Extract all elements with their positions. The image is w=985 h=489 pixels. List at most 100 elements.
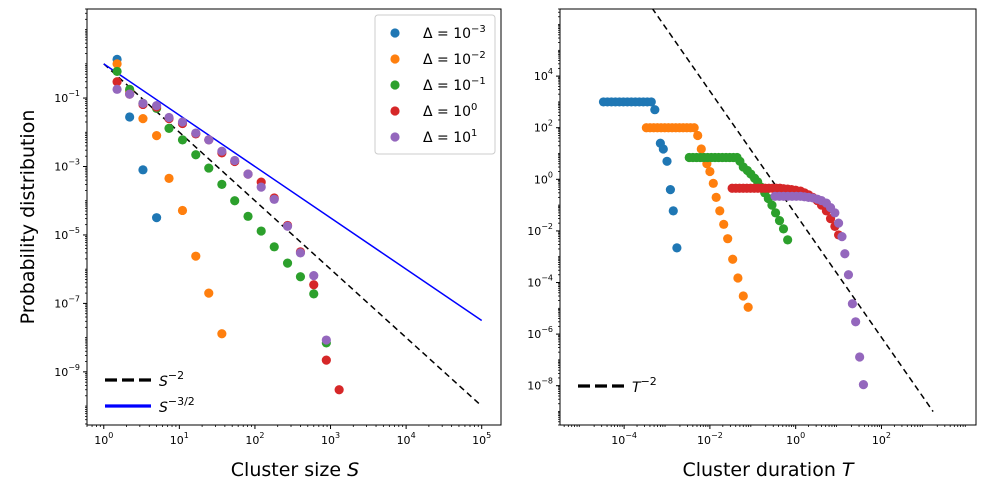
point-series-2 bbox=[191, 150, 201, 160]
point-series-1 bbox=[738, 291, 748, 301]
point-series-2 bbox=[783, 235, 793, 245]
ylabel-size: Probability distribution bbox=[17, 110, 39, 325]
y-tick-label: 10−4 bbox=[527, 274, 553, 290]
point-series-0 bbox=[646, 97, 656, 107]
point-series-1 bbox=[138, 114, 148, 124]
point-series-1 bbox=[177, 205, 188, 216]
point-series-3 bbox=[112, 77, 122, 87]
point-series-4 bbox=[855, 352, 865, 362]
tick-group-duration: 10−4 10−2 100 102 104 102 100 10−2 10−4 10−6 10−8 bbox=[527, 8, 966, 447]
point-series-0 bbox=[668, 206, 678, 216]
legend-marker bbox=[390, 132, 400, 142]
point-series-4 bbox=[843, 270, 854, 280]
point-series-4 bbox=[256, 182, 266, 192]
legend-entries: Δ = 10−3 Δ = 10−2 Δ = 10−1 Δ = 100 Δ = 101 bbox=[390, 24, 486, 146]
legend-marker bbox=[390, 54, 400, 64]
legend-marker bbox=[390, 80, 400, 90]
point-series-2 bbox=[770, 208, 781, 218]
point-series-2 bbox=[204, 163, 214, 173]
point-series-4 bbox=[309, 270, 319, 281]
point-series-1 bbox=[733, 273, 743, 283]
y-tick-label: 10−2 bbox=[527, 222, 553, 238]
point-series-4 bbox=[269, 194, 279, 204]
point-series-4 bbox=[191, 128, 201, 138]
y-tick-label: 100 bbox=[534, 170, 553, 186]
point-series-4 bbox=[152, 101, 162, 111]
point-series-4 bbox=[840, 249, 850, 259]
x-tick-label: 100 bbox=[786, 431, 805, 447]
y-tick-label: 10−5 bbox=[54, 226, 80, 242]
point-series-0 bbox=[650, 105, 660, 115]
y-tick-label: 10−7 bbox=[54, 294, 80, 310]
point-series-1 bbox=[152, 130, 162, 141]
point-series-2 bbox=[112, 66, 122, 77]
point-series-4 bbox=[125, 89, 135, 99]
legend-box bbox=[374, 14, 496, 155]
reference-line-1 bbox=[103, 63, 483, 322]
reference-legend-size: S−2 S−3/2 bbox=[105, 369, 195, 416]
point-series-4 bbox=[164, 112, 174, 123]
point-series-4 bbox=[177, 117, 188, 127]
legend-marker bbox=[390, 106, 400, 116]
xlabel-duration: Cluster duration T bbox=[682, 459, 854, 481]
point-series-2 bbox=[217, 179, 227, 190]
xlabel-size: Cluster size S bbox=[231, 459, 359, 481]
y-tick-label: 10−1 bbox=[54, 89, 80, 105]
reference-legend-duration: T−2 bbox=[578, 375, 657, 396]
point-series-0 bbox=[662, 156, 672, 166]
point-series-1 bbox=[164, 173, 174, 183]
x-tick-label: 104 bbox=[397, 431, 416, 447]
point-series-4 bbox=[847, 299, 857, 309]
point-series-0 bbox=[125, 112, 135, 122]
x-tick-label: 10−2 bbox=[697, 431, 723, 447]
y-tick-label: 10−9 bbox=[54, 363, 80, 379]
point-series-4 bbox=[830, 208, 840, 218]
point-series-1 bbox=[191, 251, 201, 261]
point-series-1 bbox=[204, 288, 214, 298]
point-series-4 bbox=[217, 146, 227, 156]
panel-size: 100 101 102 103 104 105 10−1 10−3 10−5 10−7 10−9 C… bbox=[17, 8, 502, 481]
axes-frame-size bbox=[86, 8, 502, 426]
point-series-2 bbox=[767, 200, 777, 210]
x-tick-label: 100 bbox=[94, 431, 113, 447]
reference-legend-label: T−2 bbox=[632, 375, 657, 396]
x-tick-label: 102 bbox=[245, 431, 264, 447]
legend-label: Δ = 10−1 bbox=[423, 76, 486, 94]
point-series-1 bbox=[723, 234, 733, 244]
reference-line-0 bbox=[651, 9, 934, 412]
point-series-4 bbox=[138, 98, 148, 108]
tick-group-size: 100 101 102 103 104 105 10−1 10−3 10−5 10−7 10−9 bbox=[54, 8, 491, 447]
point-series-1 bbox=[689, 123, 699, 133]
x-tick-label: 105 bbox=[472, 431, 491, 447]
points-size bbox=[112, 54, 344, 395]
legend-marker bbox=[390, 28, 400, 38]
point-series-1 bbox=[705, 166, 715, 177]
point-series-0 bbox=[665, 184, 676, 195]
legend-label: Δ = 10−2 bbox=[423, 50, 486, 68]
x-tick-label: 102 bbox=[872, 431, 891, 447]
point-series-1 bbox=[743, 302, 753, 312]
points-duration bbox=[598, 97, 869, 390]
point-series-0 bbox=[152, 213, 162, 223]
point-series-1 bbox=[719, 219, 729, 229]
point-series-2 bbox=[243, 211, 253, 221]
point-series-4 bbox=[321, 335, 331, 345]
y-tick-label: 102 bbox=[534, 119, 553, 135]
point-series-2 bbox=[282, 258, 293, 268]
axes-frame-duration bbox=[559, 8, 977, 426]
reference-legend-label: S−2 bbox=[159, 369, 184, 390]
point-series-2 bbox=[230, 196, 240, 206]
point-series-1 bbox=[715, 206, 725, 216]
point-series-4 bbox=[112, 84, 122, 94]
legend-label: Δ = 100 bbox=[423, 102, 477, 120]
panel-duration: 10−4 10−2 100 10210410210010−210−410−610−8 … bbox=[527, 8, 977, 481]
point-series-1 bbox=[217, 329, 227, 339]
point-series-1 bbox=[728, 254, 738, 264]
point-series-2 bbox=[774, 216, 785, 226]
point-series-0 bbox=[672, 243, 682, 253]
reference-legend-label: S−3/2 bbox=[159, 395, 195, 416]
point-series-4 bbox=[833, 218, 844, 228]
point-series-2 bbox=[778, 224, 789, 234]
legend-size: Δ = 10−3 Δ = 10−2 Δ = 10−1 Δ = 100 Δ = 101 bbox=[374, 14, 496, 155]
